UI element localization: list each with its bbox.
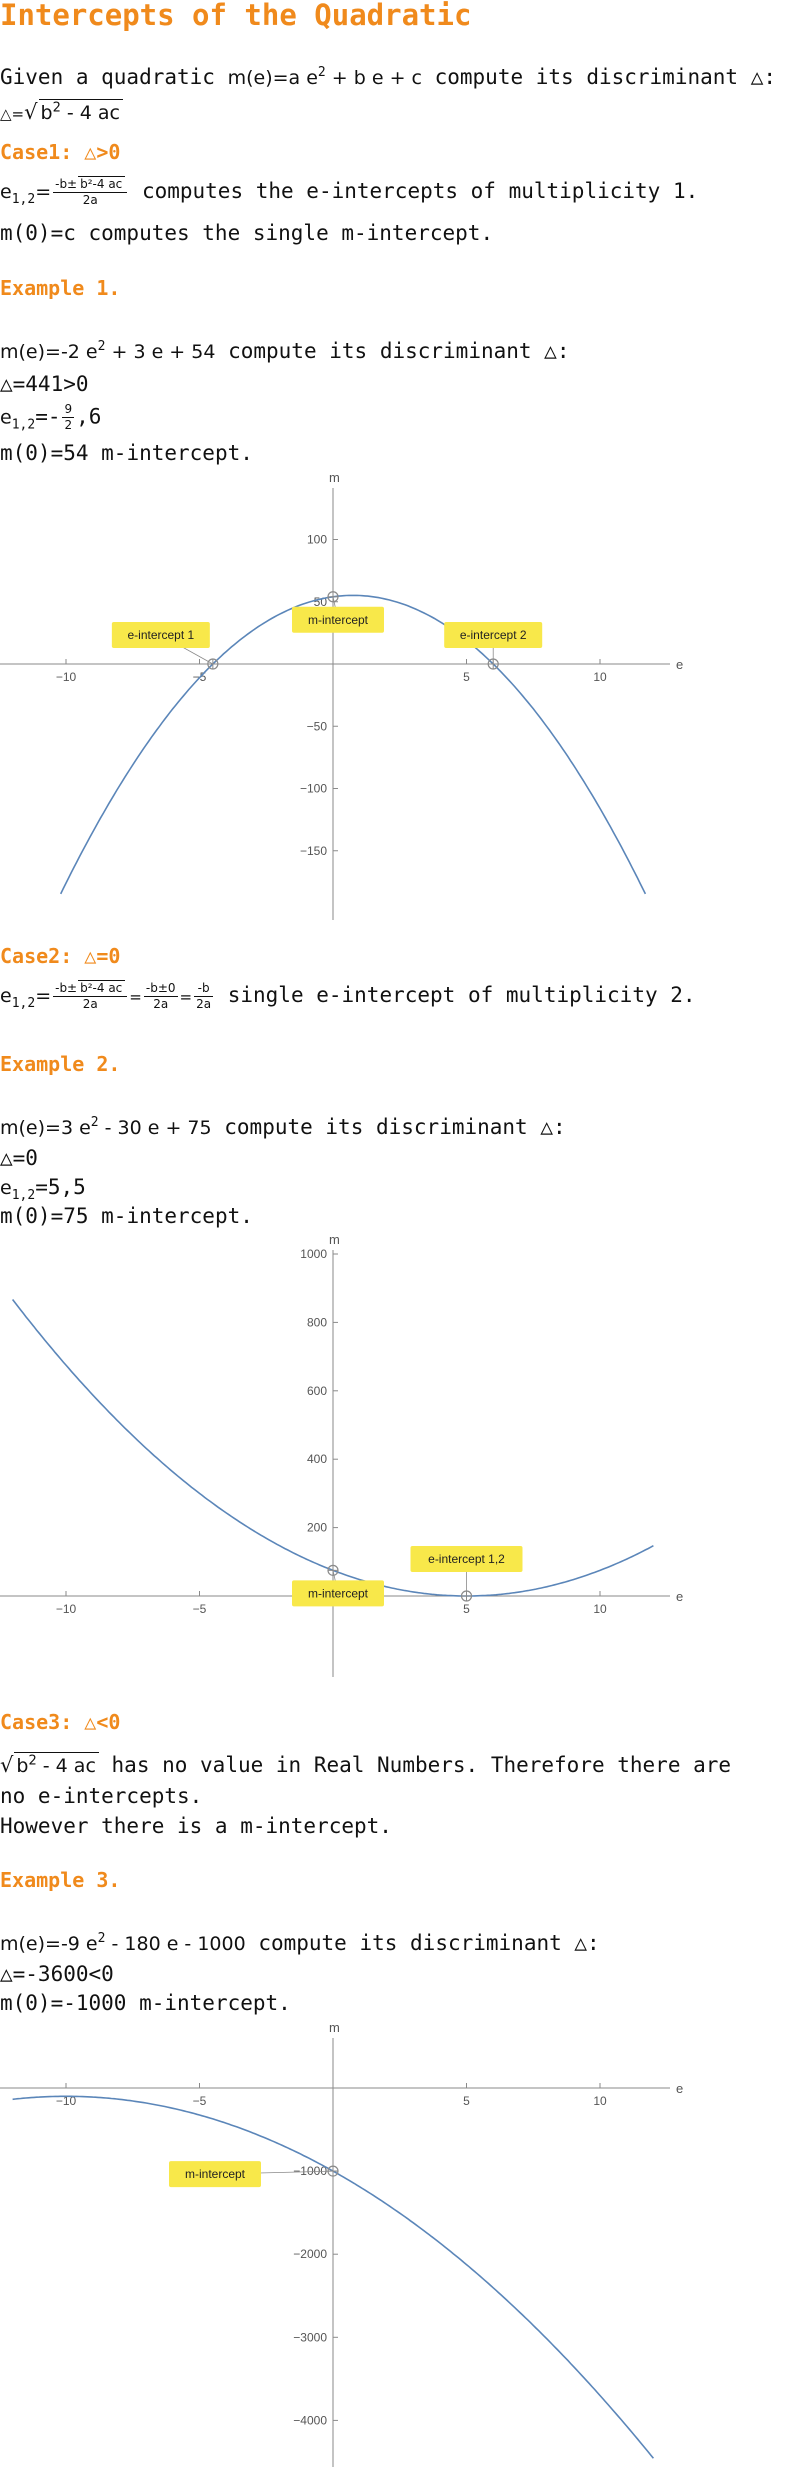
- y-tick-label: 400: [307, 1452, 327, 1466]
- intercept-label-box: [111, 622, 210, 648]
- x-tick-label: 5: [463, 670, 470, 684]
- x-axis-label: e: [676, 1589, 683, 1604]
- intercept-label: e-intercept 1: [127, 628, 194, 642]
- y-tick-label: −1000: [293, 2164, 327, 2178]
- x-tick-label: 10: [593, 2094, 607, 2108]
- example3-function: m(e)=-9 e2 - 180 e - 1000 compute its di…: [0, 1931, 600, 1955]
- intercept-label-box: [444, 622, 543, 648]
- case3-heading: Case3: △<0: [0, 1710, 121, 1734]
- example2-heading: Example 2.: [0, 1052, 121, 1076]
- example3-plot: e m −10 −5 5 10 −1000 −2000 −3000 −4000 m-intercep…: [0, 2020, 683, 2467]
- y-tick-label: 600: [307, 1384, 327, 1398]
- example3-heading: Example 3.: [0, 1868, 121, 1892]
- x-tick-label: −10: [56, 2094, 77, 2108]
- example3-discriminant: △=-3600<0: [0, 1962, 114, 1986]
- y-tick-label: 100: [307, 533, 327, 547]
- y-tick-label: −3000: [293, 2330, 327, 2344]
- function-curve: [59, 594, 647, 895]
- intercept-label: m-intercept: [308, 1586, 369, 1600]
- x-tick-label: −10: [56, 1602, 77, 1616]
- y-axis-label: m: [329, 2020, 340, 2035]
- y-tick-label: −150: [300, 844, 327, 858]
- case1-m-intercept-line: m(0)=c computes the single m-intercept.: [0, 221, 494, 245]
- example2-m-intercept: m(0)=75 m-intercept.: [0, 1204, 253, 1228]
- example1-m-intercept: m(0)=54 m-intercept.: [0, 441, 253, 465]
- example2-roots: e1,2=5,5: [0, 1175, 86, 1204]
- example1-heading: Example 1.: [0, 276, 121, 300]
- case2-heading: Case2: △=0: [0, 944, 121, 968]
- intercept-label: e-intercept 2: [460, 628, 527, 642]
- case1-formula: e1,2= -b± b²-4 ac 2a computes the e-interce…: [0, 176, 699, 208]
- intercept-label: m-intercept: [185, 2167, 246, 2181]
- case2-formula: e1,2= -b± b²-4 ac 2a = -b±0 2a = -b 2a single e-i…: [0, 980, 696, 1012]
- y-tick-label: −100: [300, 782, 327, 796]
- page-title: Intercepts of the Quadratic: [0, 0, 472, 32]
- x-tick-label: −10: [56, 670, 77, 684]
- intro-line: Given a quadratic m(e)=a e2 + b e + c co…: [0, 65, 776, 89]
- example1-discriminant: △=441>0: [0, 372, 89, 396]
- discriminant-formula: △=√ b2 - 4 ac: [0, 99, 123, 127]
- example1-roots: e1,2=- 9 2,6: [0, 402, 102, 433]
- y-tick-label: 50: [314, 595, 328, 609]
- y-tick-label: −4000: [293, 2413, 327, 2427]
- intercept-label: e-intercept 1,2: [428, 1552, 505, 1566]
- intercept-label-box: [169, 2161, 261, 2188]
- x-tick-label: 10: [593, 1602, 607, 1616]
- intercept-label-box: [410, 1546, 523, 1572]
- example3-m-intercept: m(0)=-1000 m-intercept.: [0, 1991, 291, 2015]
- x-tick-label: 5: [463, 1602, 470, 1616]
- intercept-label-box: [292, 1580, 384, 1607]
- y-axis-label: m: [329, 1232, 340, 1247]
- example2-plot: e m −10 −5 5 10 200 400 600 800 1000 e-intercept 1,…: [0, 1232, 683, 1677]
- case3-line3: However there is a m-intercept.: [0, 1814, 392, 1838]
- example2-function: m(e)=3 e2 - 30 e + 75 compute its discri…: [0, 1115, 566, 1139]
- y-tick-label: −2000: [293, 2247, 327, 2261]
- case3-line2: no e-intercepts.: [0, 1784, 203, 1808]
- y-tick-label: 1000: [300, 1247, 327, 1261]
- example1-function: m(e)=-2 e2 + 3 e + 54 compute its discri…: [0, 339, 570, 363]
- x-tick-label: −5: [193, 1602, 207, 1616]
- y-tick-label: −50: [307, 719, 328, 733]
- case1-heading: Case1: △>0: [0, 140, 121, 164]
- case3-line1: √ b2 - 4 ac has no value in Real Numbers.…: [0, 1752, 732, 1777]
- x-tick-label: −5: [193, 2094, 207, 2108]
- x-tick-label: 10: [593, 670, 607, 684]
- x-axis-label: e: [676, 657, 683, 672]
- y-tick-label: 200: [307, 1521, 327, 1535]
- y-tick-label: 800: [307, 1315, 327, 1329]
- x-tick-label: 5: [463, 2094, 470, 2108]
- intercept-label-box: [292, 606, 384, 633]
- example2-discriminant: △=0: [0, 1146, 38, 1170]
- intercept-label: m-intercept: [308, 613, 369, 627]
- x-axis-label: e: [676, 2081, 683, 2096]
- y-axis-label: m: [329, 470, 340, 485]
